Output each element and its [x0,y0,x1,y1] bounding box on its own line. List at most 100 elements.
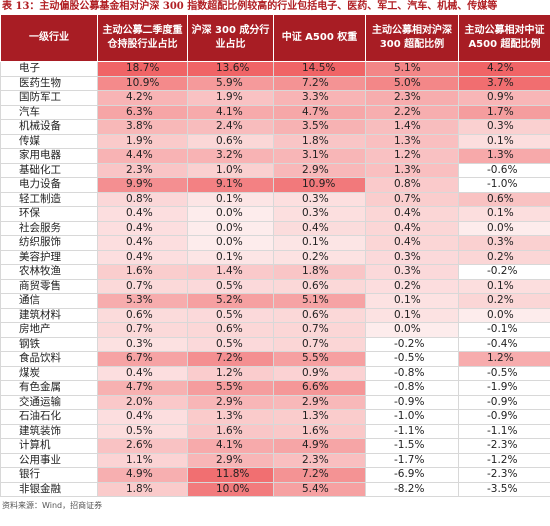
value-cell: 0.0% [458,220,550,236]
value-cell: 5.9% [187,75,274,91]
value-cell: 5.4% [273,481,366,497]
value-cell: -0.6% [458,162,550,178]
value-cell: -1.0% [458,177,550,193]
value-cell: 0.6% [97,307,188,323]
value-cell: 1.4% [365,119,459,135]
value-cell: 0.1% [273,235,366,251]
value-cell: 0.4% [97,235,188,251]
value-cell: 1.3% [273,409,366,425]
value-cell: 9.9% [97,177,188,193]
table-row: 交通运输 2.0% 2.9% 2.9% -0.9% -0.9% [0,394,550,410]
industry-cell: 商贸零售 [0,278,98,294]
value-cell: 0.6% [458,191,550,207]
value-cell: 0.7% [273,322,366,338]
industry-cell: 医药生物 [0,75,98,91]
value-cell: 4.1% [187,104,274,120]
value-cell: 0.3% [97,336,188,352]
industry-cell: 国防军工 [0,90,98,106]
value-cell: -0.5% [365,351,459,367]
source-note: 资料来源：Wind，招商证券 [2,501,103,510]
table-body: 电子 18.7% 13.6% 14.5% 5.1% 4.2% 医药生物 10.9% 5.9% 7.… [0,61,550,497]
value-cell: 0.3% [273,206,366,222]
table-row: 通信 5.3% 5.2% 5.1% 0.1% 0.2% [0,293,550,309]
value-cell: -0.2% [458,264,550,280]
industry-cell: 汽车 [0,104,98,120]
header-cell: 中证 A500 权重 [273,14,366,62]
table-title: 表 13：主动偏股公募基金相对沪深 300 指数超配比例较高的行业包括电子、医药… [2,1,498,12]
industry-cell: 银行 [0,467,98,483]
industry-cell: 有色金属 [0,380,98,396]
table-row: 医药生物 10.9% 5.9% 7.2% 5.0% 3.7% [0,75,550,91]
value-cell: 1.0% [187,162,274,178]
table-row: 机械设备 3.8% 2.4% 3.5% 1.4% 0.3% [0,119,550,135]
table-row: 环保 0.4% 0.0% 0.3% 0.4% 0.1% [0,206,550,222]
value-cell: -6.9% [365,467,459,483]
value-cell: 5.1% [273,293,366,309]
value-cell: 4.1% [187,438,274,454]
industry-cell: 社会服务 [0,220,98,236]
value-cell: 4.7% [273,104,366,120]
industry-cell: 传媒 [0,133,98,149]
header-cell: 主动公募相对沪深 300 超配比例 [365,14,459,62]
value-cell: 6.6% [273,380,366,396]
value-cell: 1.8% [273,264,366,280]
value-cell: 0.2% [273,249,366,265]
value-cell: 10.0% [187,481,274,497]
value-cell: -0.8% [365,380,459,396]
value-cell: 0.1% [187,249,274,265]
value-cell: 0.1% [458,278,550,294]
value-cell: 0.3% [365,264,459,280]
value-cell: 1.7% [458,104,550,120]
table-row: 建筑材料 0.6% 0.5% 0.6% 0.1% 0.0% [0,307,550,323]
value-cell: 1.6% [273,423,366,439]
industry-cell: 通信 [0,293,98,309]
value-cell: -0.9% [365,394,459,410]
value-cell: 0.1% [365,293,459,309]
value-cell: 0.1% [365,307,459,323]
value-cell: 0.2% [458,249,550,265]
table-row: 社会服务 0.4% 0.0% 0.4% 0.4% 0.0% [0,220,550,236]
table-row: 商贸零售 0.7% 0.5% 0.6% 0.2% 0.1% [0,278,550,294]
value-cell: -0.4% [458,336,550,352]
value-cell: 0.4% [365,220,459,236]
value-cell: 0.0% [458,307,550,323]
value-cell: 1.3% [365,133,459,149]
value-cell: 7.2% [187,351,274,367]
value-cell: 1.9% [97,133,188,149]
value-cell: 4.2% [458,61,550,77]
value-cell: 0.4% [365,206,459,222]
value-cell: 4.9% [273,438,366,454]
value-cell: 2.9% [187,452,274,468]
value-cell: 0.1% [458,133,550,149]
value-cell: 3.5% [273,119,366,135]
value-cell: 0.0% [187,206,274,222]
value-cell: 0.4% [365,235,459,251]
value-cell: 2.9% [273,162,366,178]
value-cell: 2.6% [97,438,188,454]
value-cell: 1.2% [458,351,550,367]
value-cell: 1.4% [187,264,274,280]
value-cell: 0.7% [365,191,459,207]
value-cell: 13.6% [187,61,274,77]
industry-cell: 计算机 [0,438,98,454]
table-row: 美容护理 0.4% 0.1% 0.2% 0.3% 0.2% [0,249,550,265]
value-cell: 0.7% [97,322,188,338]
value-cell: 0.0% [365,322,459,338]
table-row: 煤炭 0.4% 1.2% 0.9% -0.8% -0.5% [0,365,550,381]
table-row: 计算机 2.6% 4.1% 4.9% -1.5% -2.3% [0,438,550,454]
table-row: 国防军工 4.2% 1.9% 3.3% 2.3% 0.9% [0,90,550,106]
industry-cell: 纺织服饰 [0,235,98,251]
value-cell: 3.7% [458,75,550,91]
industry-cell: 农林牧渔 [0,264,98,280]
industry-cell: 钢铁 [0,336,98,352]
value-cell: -8.2% [365,481,459,497]
value-cell: 1.2% [365,148,459,164]
value-cell: 0.9% [273,365,366,381]
value-cell: -1.0% [365,409,459,425]
value-cell: 5.2% [187,293,274,309]
value-cell: -0.9% [458,394,550,410]
industry-cell: 建筑装饰 [0,423,98,439]
header-row: 一级行业 主动公募二季度重仓持股行业占比 沪深 300 成分行业占比 中证 A500 … [0,14,550,62]
industry-cell: 公用事业 [0,452,98,468]
